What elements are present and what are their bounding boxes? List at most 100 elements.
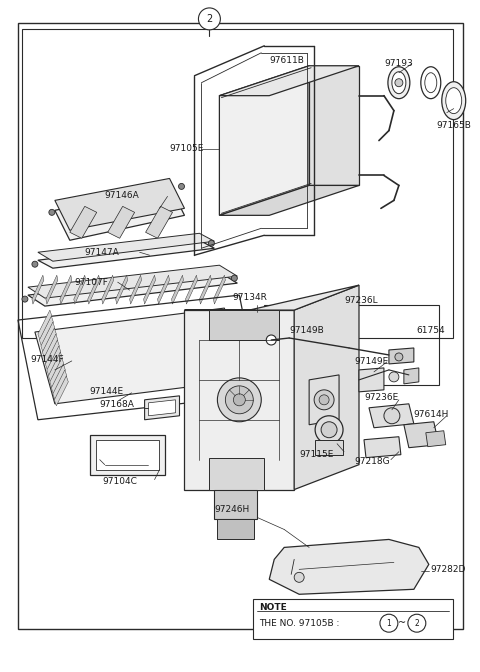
Polygon shape xyxy=(42,328,56,358)
Polygon shape xyxy=(369,404,414,428)
Polygon shape xyxy=(359,368,384,392)
Circle shape xyxy=(321,422,337,437)
Polygon shape xyxy=(404,368,419,384)
Circle shape xyxy=(380,614,398,632)
Circle shape xyxy=(32,261,38,267)
Polygon shape xyxy=(315,439,343,455)
Bar xyxy=(22,29,453,338)
Polygon shape xyxy=(145,206,172,239)
Text: 97105E: 97105E xyxy=(169,144,204,153)
Circle shape xyxy=(208,241,215,246)
Circle shape xyxy=(22,296,28,302)
Polygon shape xyxy=(38,241,215,268)
Text: 97149E: 97149E xyxy=(354,358,388,366)
Circle shape xyxy=(231,275,237,281)
Bar xyxy=(264,305,439,385)
Polygon shape xyxy=(46,340,60,370)
Polygon shape xyxy=(54,376,68,406)
Polygon shape xyxy=(48,352,62,382)
Text: 1: 1 xyxy=(386,619,391,628)
Polygon shape xyxy=(404,422,439,448)
Text: NOTE: NOTE xyxy=(259,603,287,612)
Circle shape xyxy=(233,394,245,406)
Polygon shape xyxy=(50,358,64,388)
Text: 97134R: 97134R xyxy=(232,292,267,302)
Text: 97168A: 97168A xyxy=(100,401,134,409)
Circle shape xyxy=(179,183,184,190)
Text: ~: ~ xyxy=(398,618,406,628)
Polygon shape xyxy=(46,275,58,304)
Polygon shape xyxy=(74,275,86,304)
Text: 97165B: 97165B xyxy=(437,121,472,130)
Ellipse shape xyxy=(388,67,410,99)
Polygon shape xyxy=(55,179,184,230)
Polygon shape xyxy=(364,437,401,458)
Ellipse shape xyxy=(446,87,462,114)
Polygon shape xyxy=(184,310,294,490)
Polygon shape xyxy=(200,275,211,304)
Polygon shape xyxy=(55,185,184,241)
Polygon shape xyxy=(51,364,65,394)
Polygon shape xyxy=(28,265,237,298)
Circle shape xyxy=(314,390,334,410)
Text: THE NO. 97105B :: THE NO. 97105B : xyxy=(259,619,340,628)
Text: 97104C: 97104C xyxy=(103,477,138,486)
Polygon shape xyxy=(102,275,114,304)
Text: 97115E: 97115E xyxy=(299,450,334,459)
Text: 97193: 97193 xyxy=(384,59,413,69)
Circle shape xyxy=(395,79,403,87)
Text: 97146A: 97146A xyxy=(105,191,140,200)
Text: 97236L: 97236L xyxy=(344,296,378,304)
Polygon shape xyxy=(90,435,165,474)
Text: 2: 2 xyxy=(414,619,419,628)
Polygon shape xyxy=(108,206,134,239)
Polygon shape xyxy=(219,66,309,215)
Circle shape xyxy=(315,416,343,444)
Polygon shape xyxy=(144,275,156,304)
Circle shape xyxy=(408,614,426,632)
Polygon shape xyxy=(214,275,226,304)
Polygon shape xyxy=(53,370,67,400)
Polygon shape xyxy=(35,308,244,404)
Text: 97144F: 97144F xyxy=(30,355,63,364)
Polygon shape xyxy=(38,233,215,261)
Polygon shape xyxy=(219,66,359,95)
Polygon shape xyxy=(44,334,58,364)
Text: 97614H: 97614H xyxy=(414,411,449,419)
Polygon shape xyxy=(219,185,359,215)
Bar xyxy=(253,599,453,639)
Polygon shape xyxy=(60,275,72,304)
Polygon shape xyxy=(171,275,183,304)
Polygon shape xyxy=(294,285,359,490)
Polygon shape xyxy=(96,439,158,470)
Polygon shape xyxy=(309,66,359,185)
Polygon shape xyxy=(116,275,128,304)
Text: 97144E: 97144E xyxy=(90,387,124,396)
Polygon shape xyxy=(389,348,414,364)
Text: 97236E: 97236E xyxy=(364,393,398,403)
Polygon shape xyxy=(426,431,446,447)
Polygon shape xyxy=(88,275,100,304)
Text: 97246H: 97246H xyxy=(215,505,250,514)
Polygon shape xyxy=(209,310,279,340)
Circle shape xyxy=(226,386,253,414)
Polygon shape xyxy=(32,275,44,304)
Circle shape xyxy=(389,372,399,382)
Polygon shape xyxy=(38,310,52,340)
Circle shape xyxy=(384,408,400,424)
Text: 61754: 61754 xyxy=(417,325,445,335)
Text: 97149B: 97149B xyxy=(289,325,324,335)
Ellipse shape xyxy=(421,67,441,99)
Polygon shape xyxy=(215,490,257,519)
Text: 97282D: 97282D xyxy=(431,565,466,574)
Circle shape xyxy=(198,8,220,30)
Polygon shape xyxy=(39,316,53,346)
Polygon shape xyxy=(70,206,97,239)
Ellipse shape xyxy=(442,82,466,120)
Polygon shape xyxy=(149,400,176,416)
Text: 2: 2 xyxy=(206,14,213,24)
Circle shape xyxy=(319,395,329,405)
Text: 97107F: 97107F xyxy=(75,278,108,287)
Circle shape xyxy=(395,353,403,361)
Polygon shape xyxy=(185,275,197,304)
